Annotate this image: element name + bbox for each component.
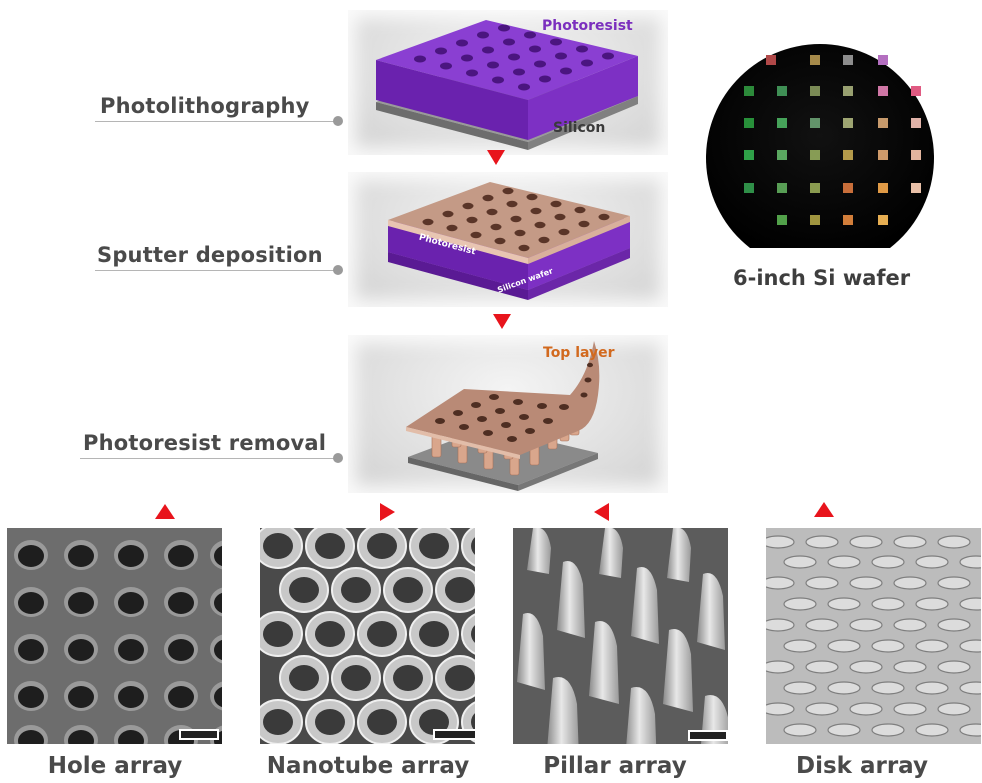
arrow-to-pillar-array bbox=[594, 503, 609, 521]
down-arrow-1 bbox=[487, 150, 505, 165]
caption-pillar-array: Pillar array bbox=[543, 753, 687, 779]
photoresist-label: Photoresist bbox=[542, 18, 633, 34]
leader-line-sputter bbox=[95, 270, 338, 271]
leader-line-photolithography bbox=[95, 121, 338, 122]
step-photoresist-removal-label: Photoresist removal bbox=[83, 431, 327, 455]
step-photolithography-label: Photolithography bbox=[100, 94, 310, 118]
scale-bar-pillar bbox=[688, 730, 728, 741]
peeled-top-layer-illustration bbox=[406, 341, 600, 491]
sem-nanotube-array bbox=[260, 528, 475, 744]
sem-hole-array bbox=[7, 528, 222, 744]
photolithography-panel: Photoresist Silicon bbox=[348, 10, 668, 155]
disk-array-image bbox=[766, 528, 981, 744]
silicon-label: Silicon bbox=[553, 120, 606, 136]
sputtered-block-illustration bbox=[388, 182, 630, 300]
leader-dot-sputter bbox=[333, 265, 343, 275]
leader-dot-removal bbox=[333, 453, 343, 463]
arrow-to-hole-array bbox=[155, 504, 175, 519]
caption-hole-array: Hole array bbox=[47, 753, 183, 779]
arrow-to-disk-array bbox=[814, 502, 834, 517]
scale-bar-hole bbox=[179, 729, 219, 740]
leader-dot-photolithography bbox=[333, 116, 343, 126]
step-sputter-deposition-label: Sputter deposition bbox=[97, 243, 323, 267]
down-arrow-2 bbox=[493, 314, 511, 329]
sem-disk-array bbox=[766, 528, 981, 744]
leader-line-removal bbox=[80, 458, 338, 459]
arrow-to-nanotube-array bbox=[380, 503, 395, 521]
sputter-deposition-panel: Photoresist Silicon wafer bbox=[348, 172, 668, 307]
sem-pillar-array bbox=[513, 528, 728, 744]
si-wafer-photo bbox=[706, 44, 934, 248]
nanotube-array-image bbox=[260, 528, 475, 744]
scale-bar-nanotube bbox=[433, 729, 475, 740]
photoresist-removal-panel: Top layer bbox=[348, 335, 668, 493]
pillar-array-image bbox=[513, 528, 728, 744]
caption-disk-array: Disk array bbox=[796, 753, 928, 779]
caption-nanotube-array: Nanotube array bbox=[266, 753, 470, 779]
wafer-caption: 6-inch Si wafer bbox=[733, 266, 911, 290]
photoresist-block-illustration bbox=[376, 20, 638, 150]
top-layer-label: Top layer bbox=[543, 345, 615, 361]
hole-array-image bbox=[7, 528, 222, 744]
